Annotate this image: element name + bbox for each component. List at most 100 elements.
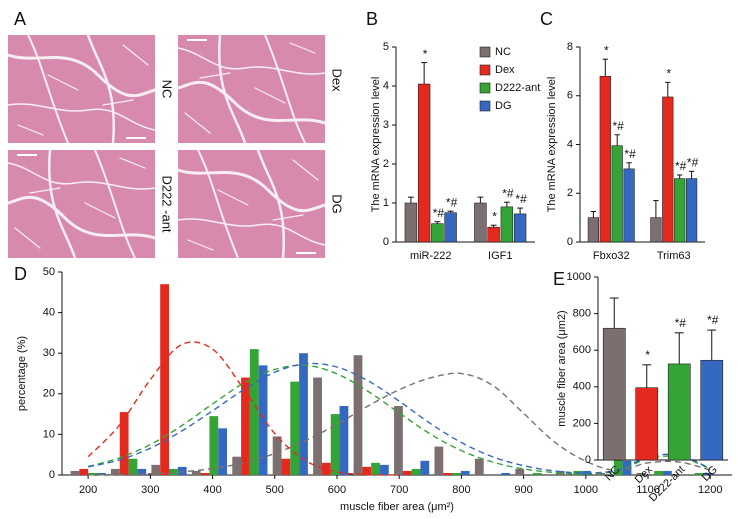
x-tick-label: 1000 xyxy=(574,484,598,496)
bar xyxy=(703,472,713,475)
significance-mark: * xyxy=(604,43,609,57)
x-tick-label: Fbxo32 xyxy=(593,250,630,262)
bar xyxy=(532,472,542,475)
bar xyxy=(299,353,308,475)
x-tick-label: 300 xyxy=(141,484,159,496)
bar xyxy=(474,458,484,475)
panel-label: C xyxy=(540,9,553,29)
bar xyxy=(411,468,421,475)
significance-mark: * xyxy=(645,348,650,362)
significance-mark: *# xyxy=(446,195,458,209)
x-tick-label: DG xyxy=(700,464,720,484)
x-tick-label: IGF1 xyxy=(488,250,512,262)
bar xyxy=(209,416,219,475)
significance-mark: *# xyxy=(502,186,514,200)
bar xyxy=(602,327,626,461)
panel-label: D xyxy=(14,264,27,284)
bar xyxy=(272,436,282,475)
significance-mark: * xyxy=(492,209,497,223)
bar xyxy=(321,462,331,475)
bar xyxy=(685,178,698,243)
legend-label: DG xyxy=(495,100,512,112)
x-tick-label: 1200 xyxy=(698,484,722,496)
y-axis-label: muscle fiber area (μm2) xyxy=(556,310,568,426)
y-tick-label: 800 xyxy=(573,308,591,320)
y-tick-label: 1 xyxy=(383,197,389,209)
significance-mark: *# xyxy=(687,155,699,169)
significance-mark: *# xyxy=(433,206,445,220)
legend-label: Dex xyxy=(495,64,515,76)
bar xyxy=(119,412,129,475)
bar xyxy=(394,405,403,475)
bar xyxy=(650,217,662,243)
x-tick-label: 900 xyxy=(514,484,532,496)
fit-curve xyxy=(88,372,711,476)
bar xyxy=(379,464,389,475)
y-axis-label: The mRNA expression level xyxy=(546,77,558,213)
bar xyxy=(339,405,349,475)
bar xyxy=(137,468,147,475)
bar xyxy=(654,470,664,475)
legend-label: D222-ant xyxy=(495,82,540,94)
y-tick-label: 2 xyxy=(567,187,573,199)
histology-image xyxy=(178,35,325,143)
bar xyxy=(635,387,659,461)
fit-curve xyxy=(87,362,711,474)
x-tick-label: 400 xyxy=(203,484,221,496)
bar xyxy=(177,466,187,475)
legend-swatch xyxy=(479,46,491,58)
bar xyxy=(402,470,412,475)
bar xyxy=(353,355,363,475)
significance-mark: *# xyxy=(707,313,719,327)
x-tick-label: 200 xyxy=(79,484,97,496)
bar xyxy=(70,470,80,475)
histology-image xyxy=(178,150,325,258)
y-tick-label: 0 xyxy=(383,236,389,248)
bar xyxy=(599,75,611,243)
legend-swatch xyxy=(479,64,491,76)
y-tick-label: 6 xyxy=(567,90,573,102)
y-tick-label: 8 xyxy=(567,41,573,53)
y-tick-label: 5 xyxy=(383,41,389,53)
bar xyxy=(404,202,418,243)
bar xyxy=(596,472,606,475)
x-tick-label: 700 xyxy=(390,484,408,496)
bar xyxy=(96,472,106,475)
x-axis-label: muscle fiber area (μm²) xyxy=(340,501,454,513)
bar xyxy=(513,213,527,243)
fit-curve xyxy=(87,364,711,475)
histology-image xyxy=(8,35,155,143)
significance-mark: *# xyxy=(613,119,625,133)
significance-mark: * xyxy=(423,47,428,61)
legend-label: NC xyxy=(495,46,511,58)
legend-swatch xyxy=(479,82,491,94)
bar xyxy=(501,472,511,475)
y-tick-label: 0 xyxy=(49,469,55,481)
bar xyxy=(474,202,487,243)
significance-mark: *# xyxy=(675,316,687,330)
bar xyxy=(88,472,97,475)
bar xyxy=(417,83,431,243)
bar xyxy=(281,458,291,475)
bar xyxy=(694,472,704,475)
bar xyxy=(700,359,724,461)
significance-mark: * xyxy=(666,67,671,81)
bar xyxy=(623,168,635,243)
y-tick-label: 50 xyxy=(43,266,55,278)
y-tick-label: 600 xyxy=(573,344,591,356)
bar xyxy=(79,468,89,475)
significance-mark: *# xyxy=(515,192,527,206)
group-label: NC xyxy=(160,80,175,99)
x-tick-label: 500 xyxy=(266,484,284,496)
histology-image xyxy=(8,150,155,258)
panel-label: A xyxy=(14,9,26,29)
bar xyxy=(663,470,672,475)
bar xyxy=(662,96,674,243)
y-tick-label: 400 xyxy=(573,381,591,393)
significance-mark: *# xyxy=(624,147,636,161)
bar xyxy=(232,456,242,475)
y-tick-label: 3 xyxy=(383,119,389,131)
bar xyxy=(613,458,623,475)
bar xyxy=(191,470,201,475)
